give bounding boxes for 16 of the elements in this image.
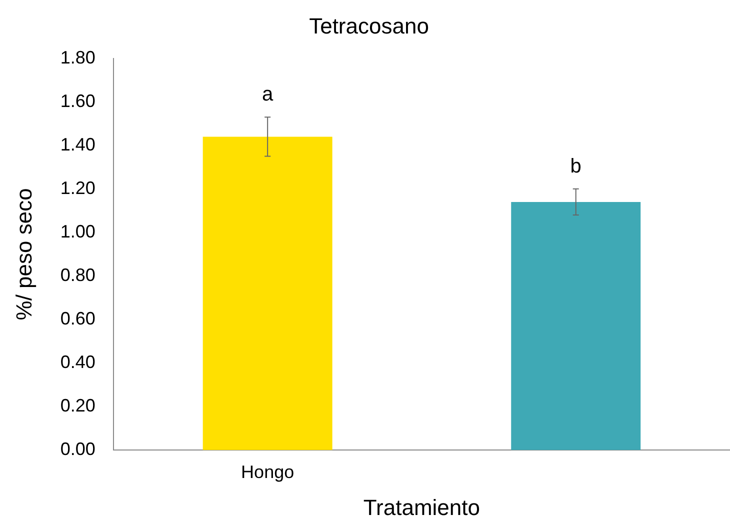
y-axis-title: %/ peso seco [11, 188, 36, 320]
annotation: b [570, 155, 582, 178]
y-tick-label: 1.60 [60, 90, 96, 111]
annotation: a [262, 84, 274, 106]
y-tick-label: 0.60 [60, 308, 96, 328]
y-tick-label: 0.00 [60, 438, 96, 459]
x-axis-title: Tratamiento [363, 494, 480, 520]
y-tick-label: 1.40 [60, 134, 96, 154]
y-tick-label: 1.80 [60, 47, 96, 68]
y-tick-label: 0.40 [60, 352, 96, 372]
y-tick-label: 1.00 [60, 221, 96, 242]
x-tick-label: Hongo [241, 462, 294, 482]
chart-title: Tetracosano [309, 13, 429, 38]
y-tick-label: 0.20 [60, 395, 96, 416]
y-tick-label: 1.20 [60, 178, 96, 198]
y-tick-label: 0.80 [60, 264, 96, 285]
